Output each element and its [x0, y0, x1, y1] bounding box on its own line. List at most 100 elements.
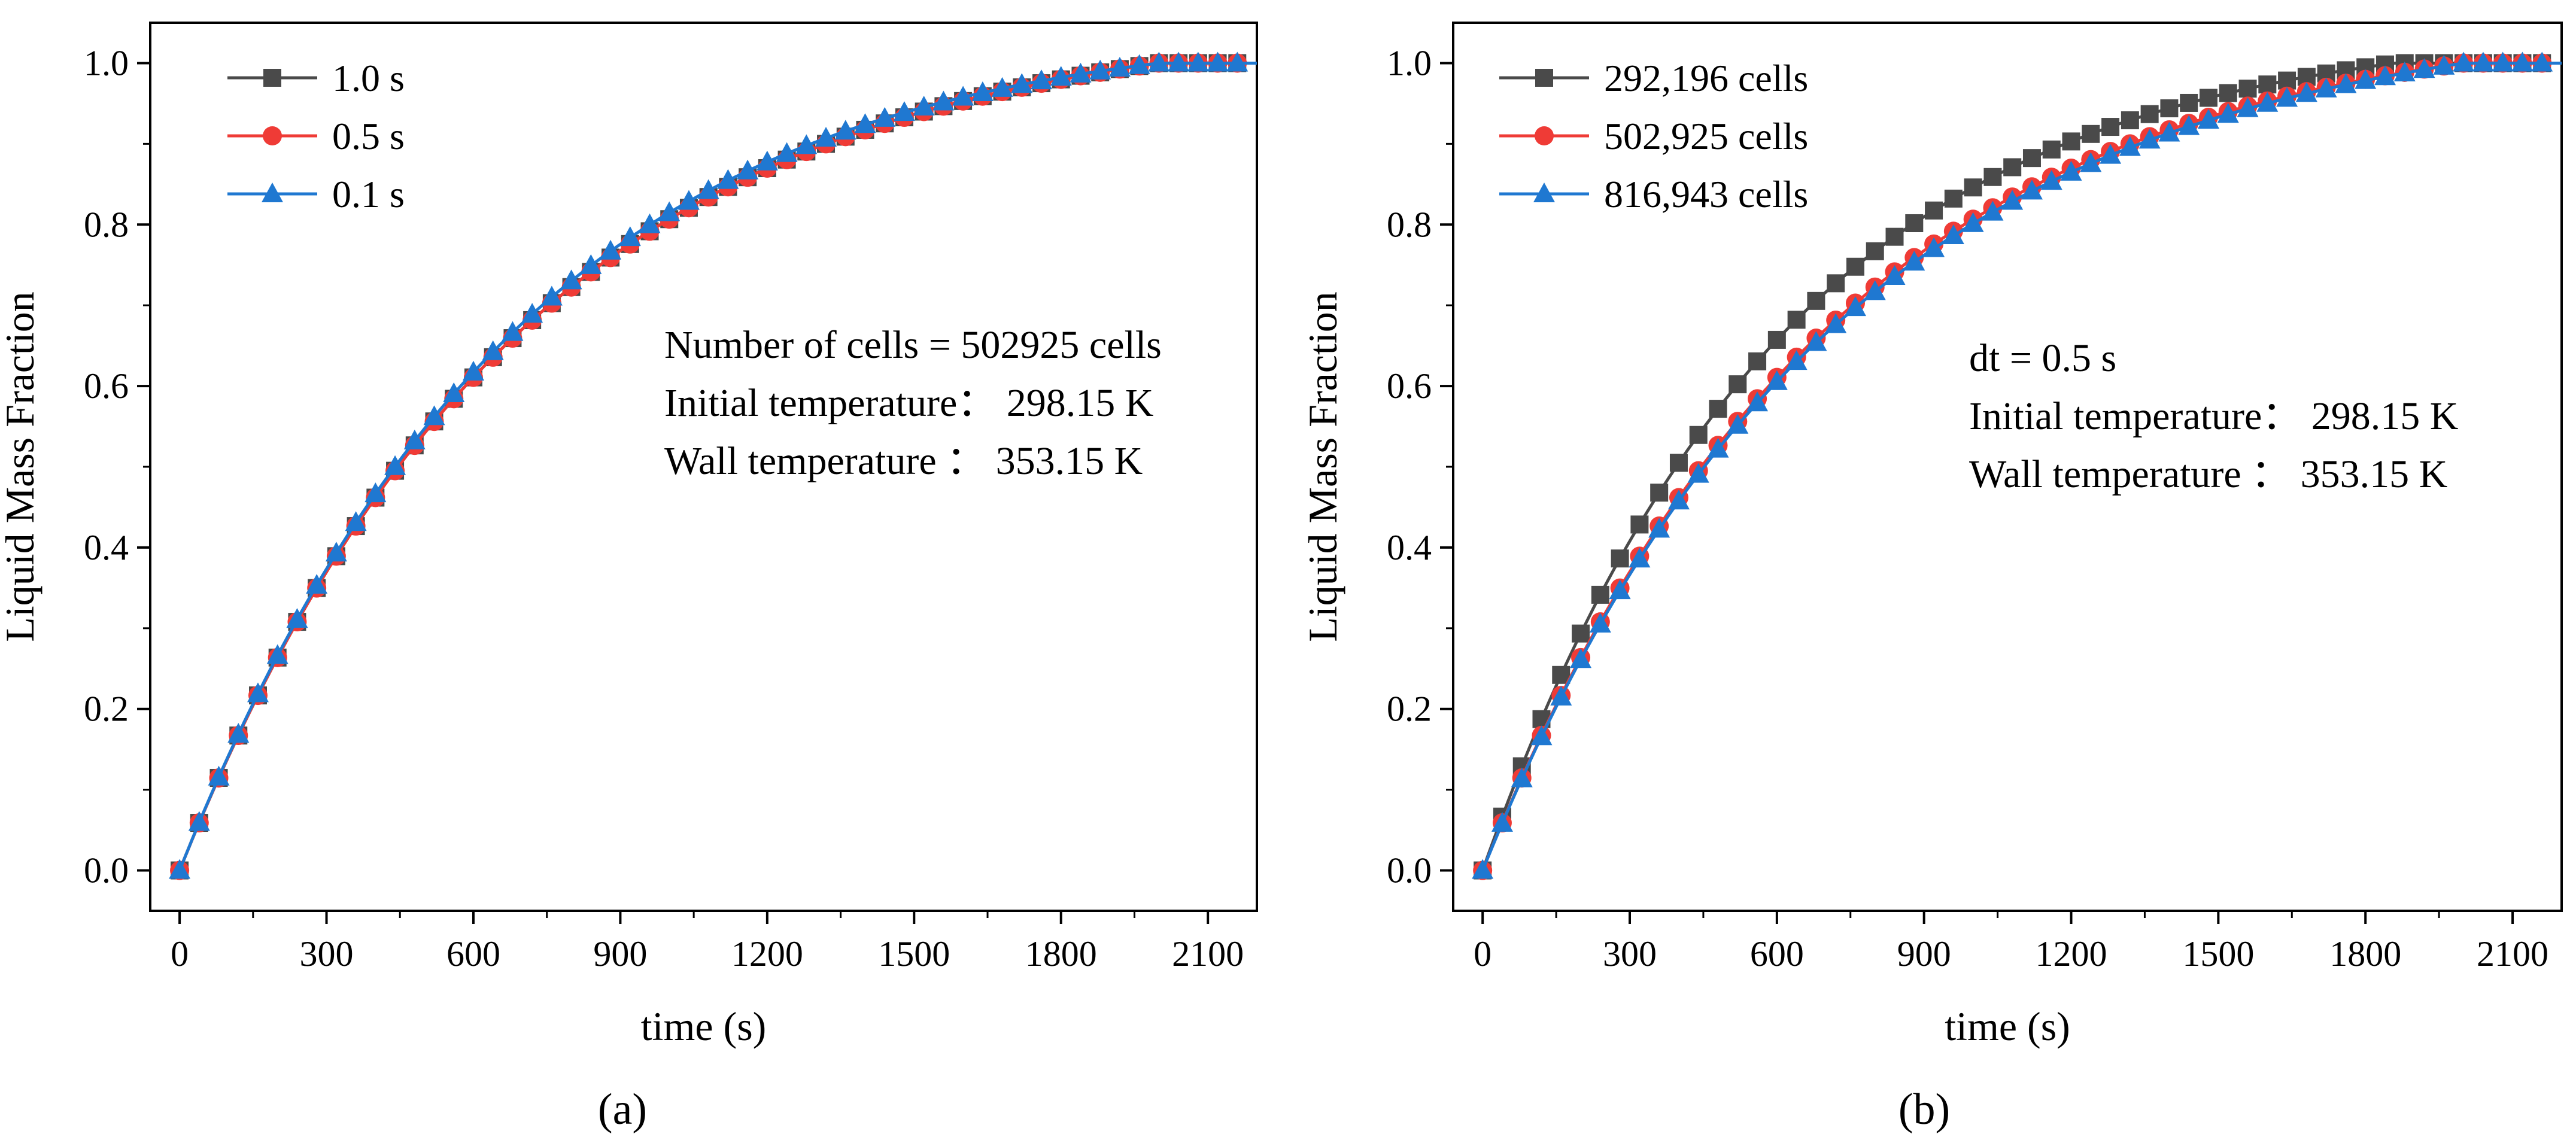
x-tick-label: 1200 [2036, 934, 2107, 974]
y-tick-label: 0.6 [1387, 366, 1432, 406]
data-point [697, 179, 719, 199]
data-point [1846, 257, 1864, 276]
data-point [1207, 51, 1229, 72]
x-tick-label: 1800 [2329, 934, 2401, 974]
x-tick-label: 300 [300, 934, 354, 974]
legend-label: 502,925 cells [1604, 115, 1808, 157]
x-tick-label: 600 [1750, 934, 1804, 974]
legend-marker [1535, 69, 1553, 87]
data-point [2003, 158, 2022, 177]
data-point [384, 455, 406, 475]
legend-label: 816,943 cells [1604, 173, 1808, 215]
data-point [403, 429, 426, 449]
data-point [893, 101, 915, 121]
data-point [678, 190, 700, 210]
data-point [2433, 54, 2455, 75]
annotation-text: Number of cells = 502925 cells [664, 323, 1162, 367]
data-point [854, 113, 876, 133]
series-1 [1474, 54, 2562, 880]
data-point [717, 169, 739, 189]
y-tick-label: 0.0 [1387, 851, 1432, 890]
data-point [1667, 490, 1690, 510]
legend-marker [263, 126, 282, 145]
data-point [286, 608, 308, 628]
data-point [2335, 73, 2357, 93]
x-tick-label: 1800 [1025, 934, 1097, 974]
data-point [208, 765, 230, 786]
data-point [247, 682, 269, 703]
data-point [1805, 331, 1827, 351]
data-point [2197, 109, 2219, 129]
panel-a: 0 300 600 900 1200 1500 1800 21000.00.20.40.60.… [0, 22, 1258, 1134]
data-point [1766, 370, 1788, 390]
data-point [1807, 291, 1825, 310]
data-point [2140, 105, 2159, 123]
annotation-text: Wall temperature ： 353.15 K [1969, 452, 2447, 496]
legend-label: 292,196 cells [1604, 57, 1808, 99]
data-point [1767, 330, 1786, 349]
data-point [462, 360, 484, 381]
x-tick-label: 900 [1897, 934, 1951, 974]
data-point [1609, 579, 1631, 600]
data-point [1168, 51, 1190, 72]
data-point [1011, 73, 1033, 93]
y-tick-label: 0.2 [84, 689, 129, 729]
data-point [1669, 454, 1688, 472]
data-point [2295, 82, 2317, 102]
data-point [1964, 178, 1982, 197]
data-point [2453, 51, 2475, 72]
data-point [2158, 121, 2180, 142]
y-tick-label: 0.4 [1387, 528, 1432, 567]
y-tick-label: 1.0 [1387, 43, 1432, 83]
x-tick-label: 300 [1603, 934, 1657, 974]
data-point [2062, 132, 2080, 151]
data-point [1885, 227, 1904, 246]
data-point [1884, 265, 1906, 285]
data-point [364, 482, 387, 503]
data-point [1866, 242, 1884, 260]
data-point [2178, 115, 2200, 135]
data-point [2217, 103, 2239, 123]
data-point [1530, 725, 1553, 746]
legend-marker [262, 183, 283, 202]
data-point [1787, 311, 1806, 329]
data-point [345, 511, 367, 531]
annotation-text: Wall temperature ： 353.15 K [664, 439, 1143, 483]
data-point [2374, 65, 2396, 86]
data-point [1472, 859, 1494, 879]
y-tick-label: 0.6 [84, 366, 129, 406]
annotation-text: Initial temperature： 298.15 K [664, 381, 1153, 425]
data-point [2256, 92, 2279, 112]
data-point [1923, 237, 1945, 257]
data-point [952, 86, 974, 106]
data-point [2082, 124, 2100, 143]
data-point [1925, 201, 1943, 220]
data-point [1570, 648, 1592, 668]
data-point [1905, 214, 1924, 232]
data-point [2258, 75, 2277, 94]
data-point [639, 213, 661, 233]
data-point [2119, 136, 2141, 156]
data-point [1944, 189, 1963, 208]
data-point [2276, 87, 2298, 107]
x-axis-label: time (s) [641, 1004, 767, 1049]
legend-marker [1533, 183, 1555, 202]
panel-label: (a) [598, 1085, 647, 1134]
data-point [991, 77, 1013, 97]
data-point [306, 574, 328, 594]
data-point [971, 81, 994, 101]
data-point [580, 254, 602, 274]
data-point [756, 150, 778, 171]
annotation-block: dt = 0.5 s Initial temperature： 298.15 K W… [1969, 336, 2458, 496]
panel-label: (b) [1898, 1085, 1950, 1134]
data-point [1050, 66, 1072, 86]
data-point [795, 134, 818, 154]
data-point [1089, 59, 1111, 80]
x-tick-label: 1200 [731, 934, 803, 974]
x-tick-label: 900 [593, 934, 647, 974]
data-point [521, 303, 543, 323]
data-point [1785, 350, 1808, 370]
data-point [1108, 57, 1131, 77]
data-point [188, 811, 210, 831]
data-point [658, 201, 681, 221]
